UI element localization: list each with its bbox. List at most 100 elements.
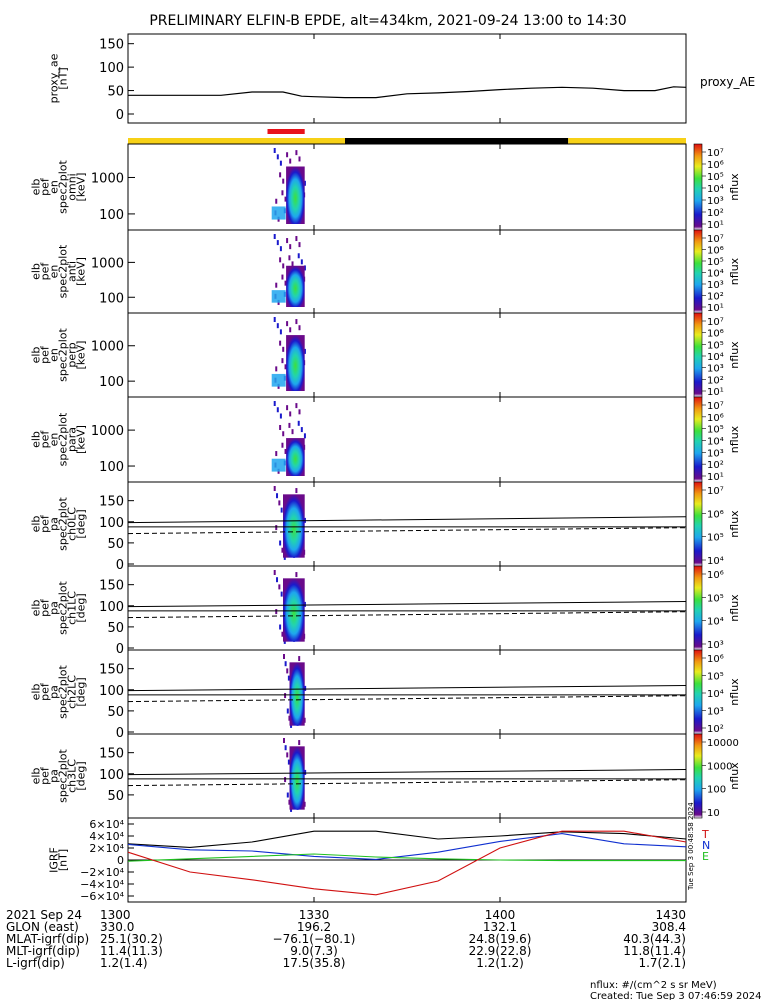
status-segment [345,138,569,144]
en_anti-ylabel-line: anti [66,261,79,282]
colorbar-tick-label: 10⁷ [707,486,724,497]
pa_ch0-ylabel-line: ch0LC [66,507,79,541]
en_para-ylabel-line: para [66,427,79,452]
spectrogram-pixel [279,413,282,419]
spectrogram-burst [286,166,305,224]
spectrogram-pixel [281,274,284,280]
anti-loss-cone-line [127,779,687,787]
time-axis-value: 9.0(7.3) [290,944,338,958]
en_perp-frame [127,312,687,398]
pa_ch3-ylabel-line: spec2plot [57,749,70,803]
pa_ch1-panel: 050100150elbpefpaspec2plotch1LC[deg]10⁶1… [30,565,741,657]
time-axis-value: 330.0 [100,920,134,934]
y-tick-label: 4×10⁴ [89,830,124,843]
y-tick-label: 150 [99,495,124,510]
spectrogram-pixel [289,327,292,333]
colorbar-strip [693,143,703,231]
colorbar-tick-label: 10⁴ [707,556,724,567]
spectrogram-pixel [284,693,287,699]
spectrogram-pixel [283,738,285,743]
status-segment [568,138,686,144]
colorbar-tick-label: 10⁴ [707,184,724,195]
colorbar-tick-label: 10² [707,460,724,471]
pa_ch2-colorbar: 10⁶ 10⁵ 10⁴ 10³ 10² nflux [693,649,741,735]
pitch-angle-burst [289,746,305,810]
spectrogram-pixel [279,257,282,263]
spectrogram-pixel [281,631,284,637]
proxy-ae-ylabel-line: proxy_ae [48,53,61,103]
spectrogram-pixel [284,196,287,202]
proxy-ae-line [128,86,687,99]
spectrogram-pixel [278,500,281,506]
spectrogram-pixel [303,433,306,439]
y-tick-label: 50 [107,621,124,636]
time-axis-value: 17.5(35.8) [283,956,346,970]
spectrogram-pixel [300,259,303,265]
pa_ch2-ylabel-line: ch2LC [66,675,79,709]
spectrogram-pixel [286,708,289,714]
time-axis-value: 308.4 [652,920,686,934]
en_anti-panel: 1001000elbpefenspec2plotanti[keV]10⁷10⁶1… [30,229,741,314]
spectrogram-pixel [303,601,306,607]
pitch-angle-burst [283,578,305,642]
pa_ch1-ylabel-line: [deg] [75,593,88,622]
spectrogram-pixel [286,238,289,244]
colorbar-tick-label: 100 [707,785,726,796]
y-tick-label: 0 [116,558,124,573]
y-tick-label: 100 [99,768,124,783]
pa_ch1-ylabel-line: pa [48,601,61,615]
colorbar-tick-label: 10¹ [707,472,724,483]
y-tick-label: 100 [99,600,124,615]
y-tick-label: 0 [116,726,124,741]
y-tick-label: 1000 [91,171,124,186]
spectrogram-pixel [298,325,301,331]
time-axis-row-label: GLON (east) [6,920,79,934]
colorbar-tick-label: 10⁴ [707,437,724,448]
spectrogram-pixel [287,759,290,765]
time-axis-value: 1430 [655,908,686,922]
spectrogram-pixel [273,234,276,239]
colorbar-label: nflux [728,341,741,369]
spectrogram-pixel [279,540,282,546]
spectrogram-pixel [286,668,289,674]
igrf-series-R [127,830,687,896]
en_perp-ylabel-line: [keV] [75,341,88,370]
en_omni-ylabel-line: omni [66,173,79,200]
en_para-ylabel-line: en [48,433,61,447]
spectrogram-pixel [282,263,285,269]
time-axis-value: 24.8(19.6) [469,932,532,946]
time-axis-value: 25.1(30.2) [100,932,163,946]
pa_ch2-panel: 050100150elbpefpaspec2plotch2LC[deg]10⁶1… [30,649,741,741]
colorbar-label: nflux [728,762,741,790]
colorbar-strip [693,312,703,398]
spectrogram-pixel [298,740,301,746]
proxy-ae-panel: 0 50 100 150 proxy_AE proxy_ae[nT] [48,33,755,124]
y-tick-label: −2×10⁴ [80,866,124,879]
y-tick-label: 100 [99,375,124,390]
spectrogram-pixel [288,799,291,805]
spectrogram-pixel [276,154,279,160]
spectrogram-burst [286,265,305,307]
colorbar-strip [693,481,703,567]
pa_ch0-panel: 050100150elbpefpaspec2plotch0LC[deg]10⁷1… [30,481,741,573]
spectrogram-pixel [291,429,294,435]
spectrogram-burst [286,438,305,476]
colorbar-tick-label: 10² [707,724,724,735]
colorbar-tick-label: 10⁵ [707,672,724,683]
colorbar-tick-label: 10⁷ [707,401,724,412]
colorbar-tick-label: 10⁴ [707,352,724,363]
en_omni-panel: 1001000elbpefenspec2plotomni[keV]10⁷10⁶1… [30,143,741,231]
spectrogram-pixel [286,752,289,758]
y-tick-label: 1000 [91,256,124,271]
pa_ch1-colorbar: 10⁶ 10⁵ 10⁴ 10³ nflux [693,565,741,651]
colorbar-tick-label: 10⁴ [707,269,724,280]
y-tick-label: −4×10⁴ [80,878,124,891]
spectrogram-pixel [279,424,282,430]
